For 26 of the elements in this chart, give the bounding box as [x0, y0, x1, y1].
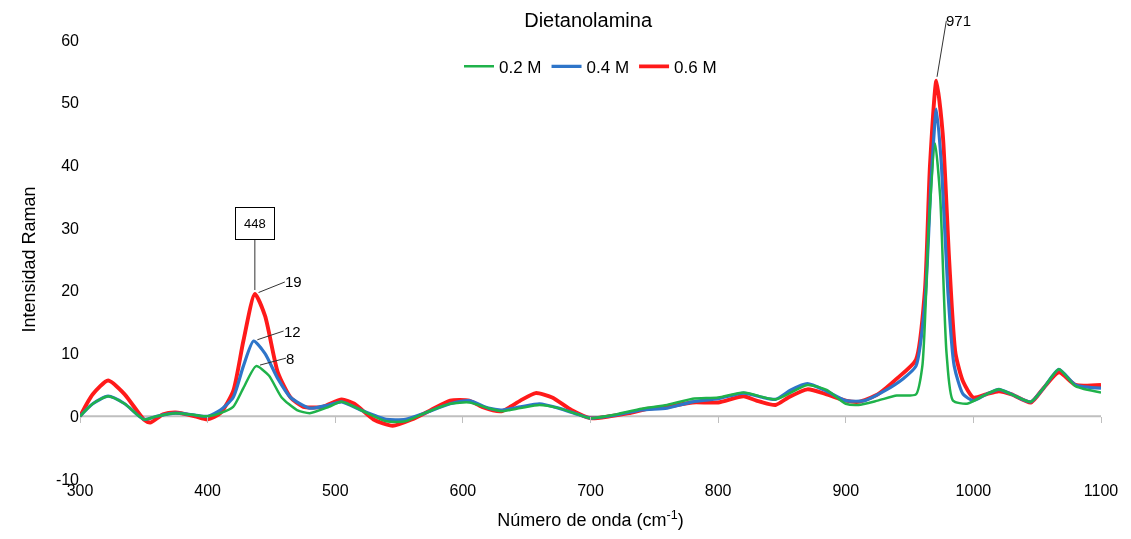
- y-tick-label: 0: [70, 407, 80, 425]
- legend-label: 0.4 M: [586, 57, 630, 77]
- annotation: 448: [244, 216, 266, 231]
- annotation: 12: [284, 323, 301, 340]
- x-tick-label: 400: [194, 482, 222, 499]
- x-tick-label: 500: [321, 482, 349, 499]
- x-tick-label: 800: [704, 482, 732, 499]
- y-tick-label: 20: [61, 282, 80, 300]
- legend-label: 0.2 M: [499, 57, 542, 77]
- x-tick-label: 600: [449, 482, 477, 499]
- x-tick-label: 1100: [1083, 482, 1119, 499]
- x-tick-label: 1000: [955, 482, 992, 499]
- annotation: 971: [946, 12, 972, 29]
- chart-title: Dietanolamina: [524, 9, 653, 32]
- y-tick-label: 50: [61, 94, 80, 112]
- y-tick-label: 30: [61, 219, 80, 237]
- annotation: 8: [286, 350, 295, 367]
- x-tick-label: 700: [577, 482, 604, 499]
- x-axis-title: Número de onda (cm$^{-1}$): [497, 507, 684, 531]
- y-tick-label: 60: [61, 31, 80, 49]
- legend-label: 0.6 M: [674, 57, 717, 77]
- annotation: 19: [285, 273, 302, 290]
- y-tick-label: 10: [61, 345, 80, 363]
- y-tick-label: 40: [61, 157, 80, 175]
- y-axis-title: Intensidad Raman: [19, 186, 40, 333]
- x-tick-label: 900: [832, 482, 860, 499]
